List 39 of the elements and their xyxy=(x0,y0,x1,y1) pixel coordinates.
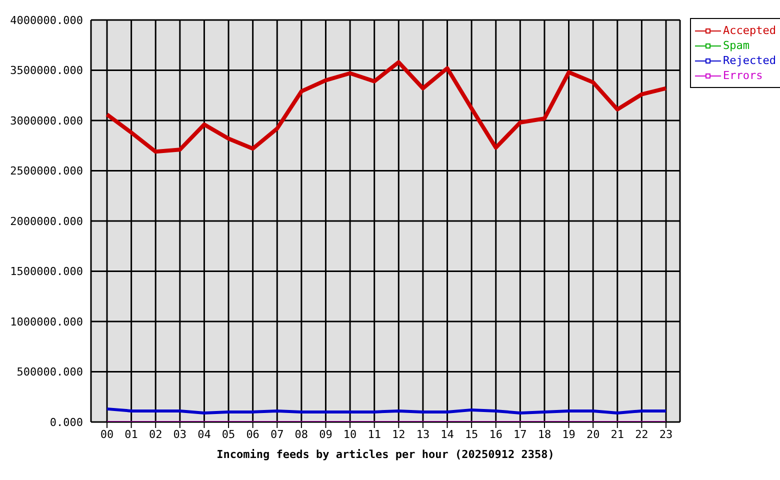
x-tick-label: 01 xyxy=(124,428,138,441)
x-axis-title: Incoming feeds by articles per hour (20250912 2358) xyxy=(216,448,554,461)
legend-label: Errors xyxy=(723,68,763,83)
x-tick-label: 11 xyxy=(368,428,381,441)
x-tick-label: 22 xyxy=(635,428,648,441)
y-tick-label: 3000000.000 xyxy=(10,114,83,128)
x-tick-label: 14 xyxy=(440,428,454,441)
x-tick-label: 04 xyxy=(198,428,212,441)
y-tick-label: 4000000.000 xyxy=(10,14,83,27)
y-tick-label: 1500000.000 xyxy=(10,265,83,278)
x-tick-label: 20 xyxy=(586,428,600,441)
y-tick-label: 3500000.000 xyxy=(10,64,83,78)
x-tick-label: 08 xyxy=(294,428,308,441)
x-tick-label: 10 xyxy=(343,428,357,441)
y-tick-label: 2500000.000 xyxy=(10,164,83,178)
x-tick-label: 05 xyxy=(222,428,236,441)
x-tick-label: 16 xyxy=(489,428,502,441)
line-series xyxy=(105,60,668,154)
x-tick-label: 06 xyxy=(246,428,260,441)
legend-label: Rejected xyxy=(723,53,776,68)
x-tick-label: 13 xyxy=(416,428,430,441)
x-tick-label: 02 xyxy=(148,428,162,441)
x-tick-label: 03 xyxy=(173,428,187,441)
x-tick-label: 12 xyxy=(392,428,406,441)
x-tick-label: 18 xyxy=(538,428,552,441)
x-tick-label: 17 xyxy=(514,428,527,441)
x-tick-label: 00 xyxy=(100,428,114,441)
x-tick-label: 19 xyxy=(562,428,576,441)
x-tick-label: 23 xyxy=(659,428,673,441)
legend-label: Spam xyxy=(723,38,750,53)
y-tick-label: 500000.000 xyxy=(16,366,83,379)
y-tick-label: 2000000.000 xyxy=(10,214,83,228)
legend-label: Accepted xyxy=(723,23,776,38)
y-tick-label: 1000000.000 xyxy=(10,315,83,328)
x-tick-label: 15 xyxy=(464,428,478,441)
x-tick-label: 07 xyxy=(270,428,284,441)
x-tick-label: 21 xyxy=(610,428,624,441)
x-tick-label: 09 xyxy=(319,428,332,441)
y-tick-label: 0.000 xyxy=(50,416,83,429)
